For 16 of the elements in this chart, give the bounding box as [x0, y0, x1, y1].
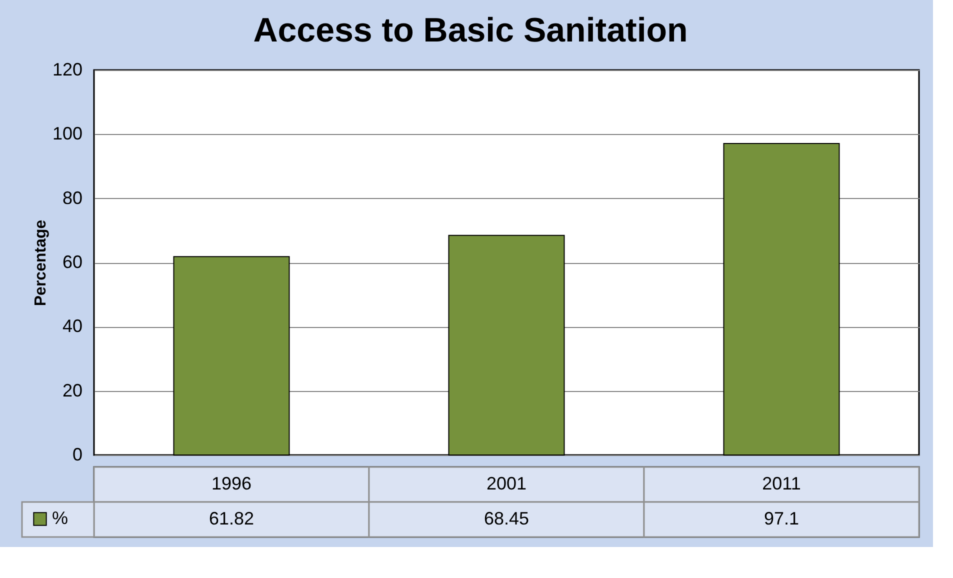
chart-title: Access to Basic Sanitation [253, 11, 688, 50]
y-tick-label: 0 [72, 444, 82, 464]
y-tick-label: 120 [52, 60, 82, 80]
x-tick-label: 2011 [762, 474, 801, 494]
legend-label: % [52, 508, 68, 528]
y-tick-label: 60 [62, 252, 82, 272]
data-label: 68.45 [484, 508, 530, 528]
x-tick-label: 1996 [211, 474, 252, 494]
y-tick-label: 40 [62, 316, 82, 336]
y-tick-label: 20 [62, 380, 82, 400]
data-label: 61.82 [208, 508, 254, 528]
y-tick-label: 80 [62, 188, 82, 208]
y-tick-label: 100 [52, 124, 82, 144]
data-label: 97.1 [764, 508, 800, 528]
y-axis-title: Percentage [32, 220, 50, 306]
x-tick-label: 2001 [486, 474, 527, 494]
